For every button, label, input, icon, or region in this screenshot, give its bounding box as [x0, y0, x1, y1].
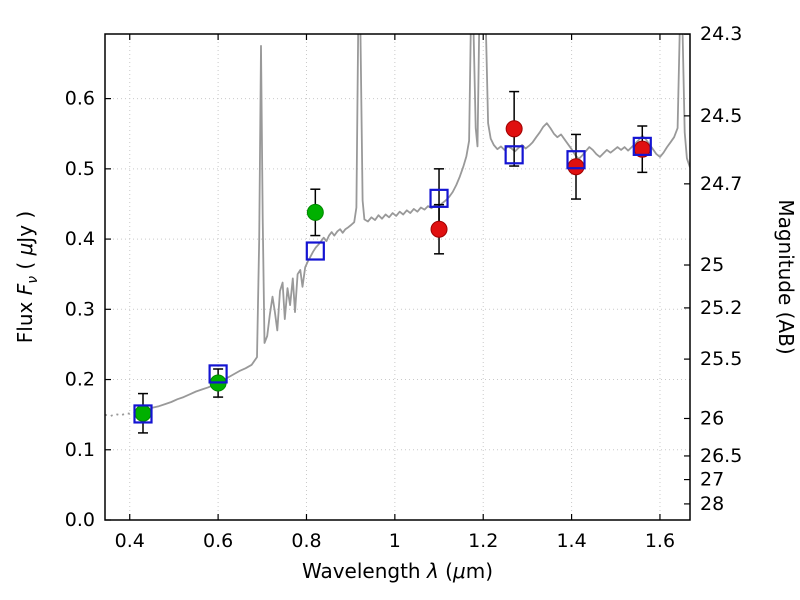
- x-tick-label: 0.4: [115, 530, 145, 552]
- green-photometry-point: [306, 203, 324, 221]
- x-tick-label: 0.8: [291, 530, 321, 552]
- observed-spectrum-dotted: [105, 409, 141, 418]
- y-tick-label-right: 27: [700, 469, 724, 491]
- model-photometry-squares-point: [632, 136, 652, 156]
- x-tick-label: 1: [389, 530, 401, 552]
- y-tick-label-right: 28: [700, 493, 724, 515]
- y-tick-label-right: 26.5: [700, 445, 742, 467]
- y-tick-label-left: 0.0: [65, 509, 95, 531]
- model-photometry-squares-point: [566, 150, 586, 170]
- plot-frame: [104, 33, 691, 521]
- red-photometry-point: [505, 120, 523, 138]
- observed-spectrum: [140, 34, 690, 412]
- red-photometry-point: [567, 158, 585, 176]
- x-tick-label: 1.2: [468, 530, 498, 552]
- y-tick-label-left: 0.4: [65, 228, 95, 250]
- green-photometry-point: [134, 404, 152, 422]
- series-model-photometry-squares: [133, 136, 652, 424]
- x-tick-label: 1.4: [556, 530, 586, 552]
- model-photometry-squares-point: [429, 188, 449, 208]
- y-tick-label-right: 25.5: [700, 348, 742, 370]
- y-tick-label-right: 26: [700, 407, 724, 429]
- y-tick-label-right: 25: [700, 254, 724, 276]
- axis-ticks: [105, 33, 690, 521]
- y-tick-label-left: 0.1: [65, 439, 95, 461]
- x-tick-label: 1.6: [645, 530, 675, 552]
- y-axis-label-right: Magnitude (AB): [774, 199, 798, 354]
- y-tick-label-right: 24.5: [700, 105, 742, 127]
- red-photometry-point: [430, 220, 448, 238]
- model-photometry-squares-point: [305, 241, 325, 261]
- y-tick-label-right: 24.3: [700, 23, 742, 45]
- model-photometry-squares-point: [208, 364, 228, 384]
- y-axis-label-left: Flux Fν ( μJy ): [13, 211, 41, 343]
- y-tick-label-left: 0.2: [65, 369, 95, 391]
- model-photometry-squares-point: [133, 404, 153, 424]
- y-tick-label-left: 0.6: [65, 88, 95, 110]
- x-axis-label: Wavelength λ (μm): [302, 559, 493, 583]
- model-photometry-squares-point: [504, 145, 524, 165]
- y-tick-label-left: 0.5: [65, 158, 95, 180]
- y-tick-label-right: 24.7: [700, 173, 742, 195]
- x-tick-label: 0.6: [203, 530, 233, 552]
- y-tick-label-left: 0.3: [65, 298, 95, 320]
- y-tick-label-right: 25.2: [700, 297, 742, 319]
